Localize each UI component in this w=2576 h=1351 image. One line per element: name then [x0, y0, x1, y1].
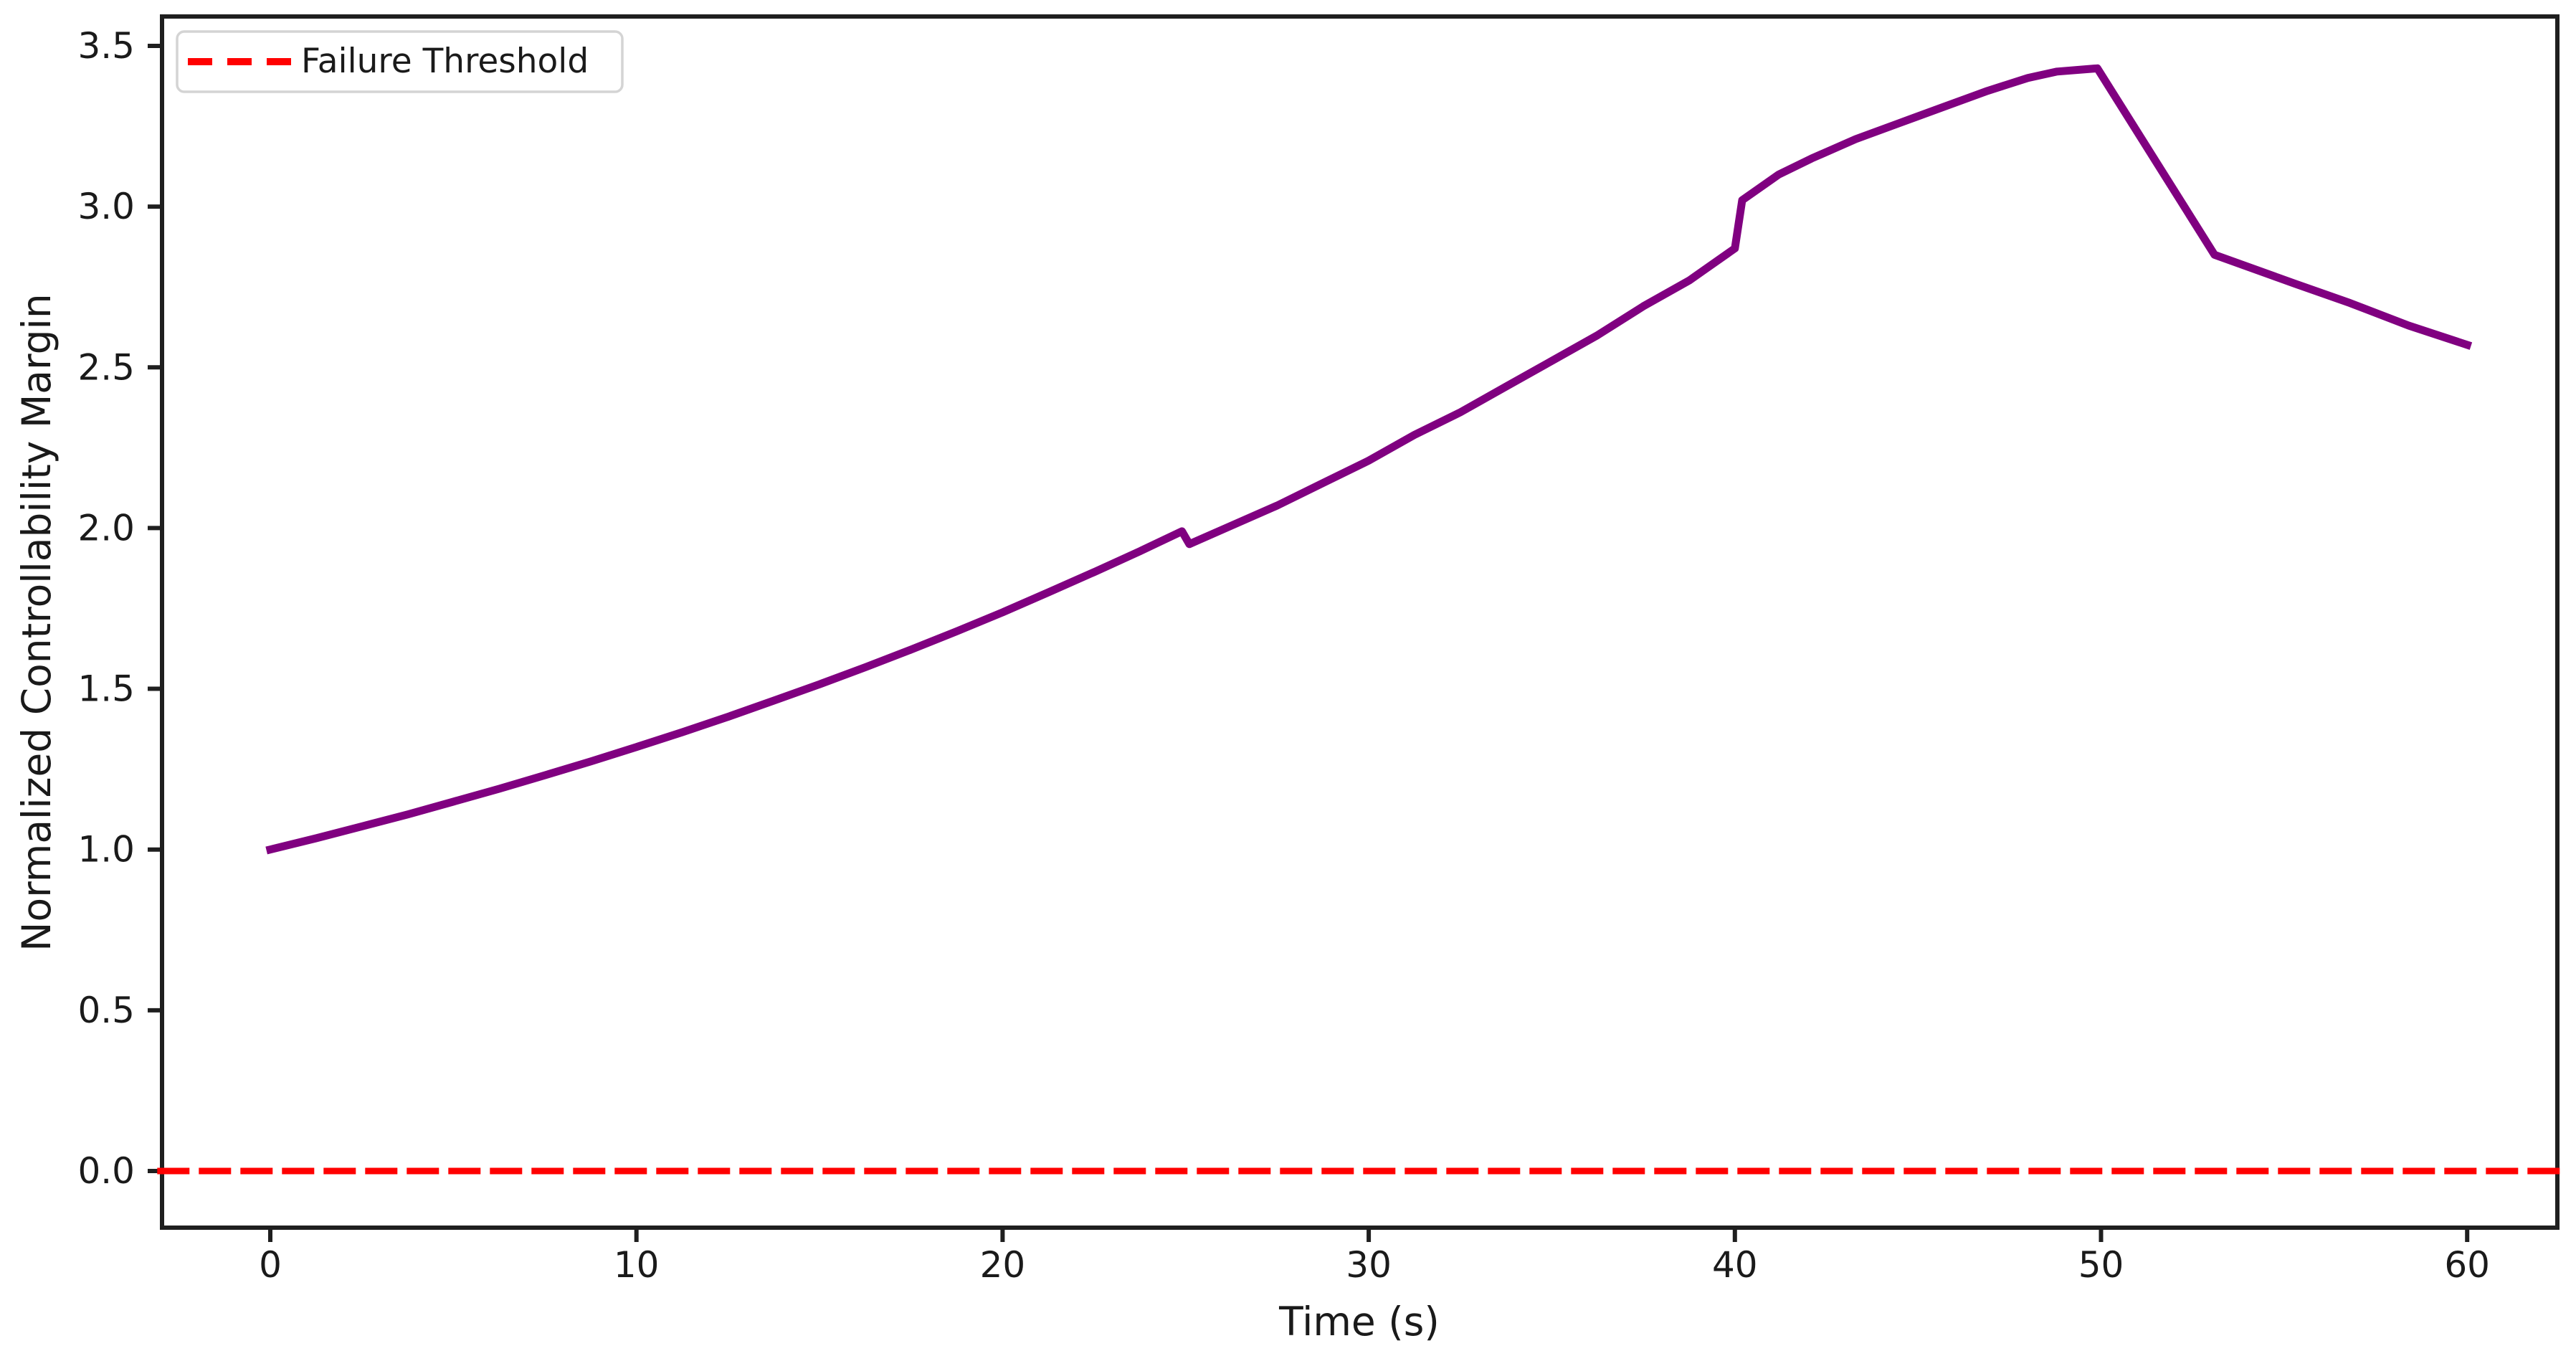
- x-axis: 0 10 20 30 40 50 60: [259, 1228, 2490, 1286]
- x-tick-label: 60: [2444, 1244, 2490, 1286]
- x-tick-label: 50: [2078, 1244, 2124, 1286]
- x-tick-label: 10: [614, 1244, 660, 1286]
- legend-label: Failure Threshold: [301, 42, 589, 81]
- plot-area: 0 10 20 30 40 50 60 0.0 0.5 1.0 1.5 2.0 2.5 3.0 3.5 T…: [14, 14, 2562, 1345]
- controllability-margin-line: [265, 64, 2473, 855]
- y-axis: 0.0 0.5 1.0 1.5 2.0 2.5 3.0 3.5: [77, 25, 162, 1192]
- y-tick-label: 3.0: [77, 186, 135, 227]
- y-tick-label: 1.5: [77, 668, 135, 710]
- x-tick-label: 30: [1346, 1244, 1392, 1286]
- legend-box: [176, 30, 624, 93]
- y-tick-label: 0.0: [77, 1150, 135, 1192]
- legend: Failure Threshold: [176, 30, 624, 93]
- x-tick-label: 40: [1712, 1244, 1758, 1286]
- x-tick-label: 0: [259, 1244, 282, 1286]
- y-axis-label: Normalized Controllability Margin: [14, 293, 60, 951]
- y-tick-label: 2.5: [77, 346, 135, 388]
- plot-frame: [160, 14, 2560, 1230]
- y-tick-label: 1.0: [77, 829, 135, 871]
- x-tick-label: 20: [980, 1244, 1026, 1286]
- x-axis-label: Time (s): [1278, 1299, 1440, 1345]
- series-lines: [157, 64, 2562, 1175]
- y-tick-label: 0.5: [77, 990, 135, 1031]
- y-tick-label: 3.5: [77, 25, 135, 67]
- y-tick-label: 2.0: [77, 507, 135, 549]
